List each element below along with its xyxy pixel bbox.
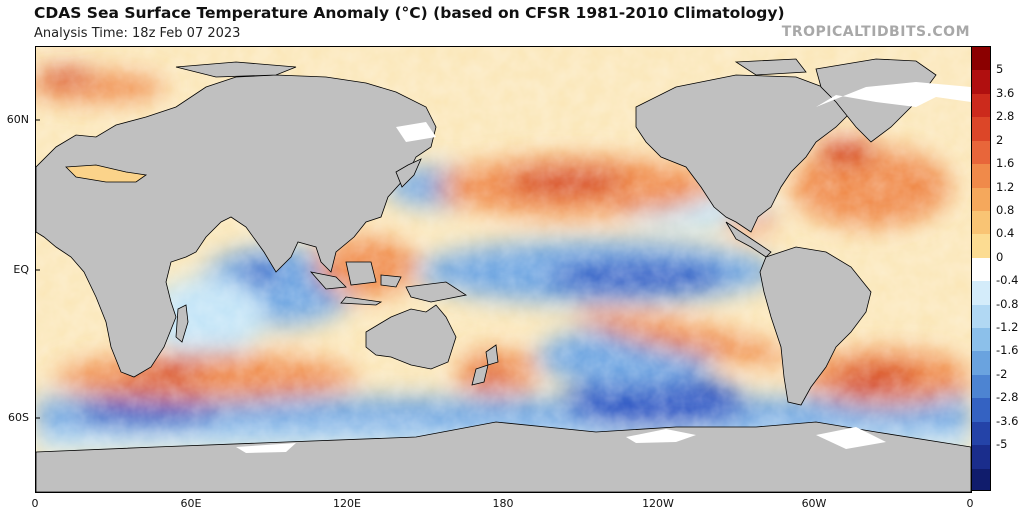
- colorbar-segment: [972, 210, 990, 235]
- south-america: [759, 246, 872, 406]
- colorbar-segment: [972, 374, 990, 399]
- colorbar-label: 1.2: [996, 179, 1015, 194]
- colorbar-segment: [972, 117, 990, 142]
- sst-anomaly-map: [35, 46, 972, 493]
- colorbar-segment: [972, 445, 990, 470]
- mediterranean-sea: [65, 164, 148, 183]
- lon-label-120e: 120E: [333, 497, 361, 510]
- colorbar-label: -1.2: [996, 320, 1019, 335]
- colorbar-segment: [972, 421, 990, 446]
- colorbar-segment: [972, 257, 990, 282]
- lon-label-180: 180: [492, 497, 514, 510]
- analysis-time: Analysis Time: 18z Feb 07 2023: [34, 26, 241, 41]
- lon-label-60e: 60E: [180, 497, 202, 510]
- colorbar-segment: [972, 234, 990, 259]
- colorbar-segment: [972, 164, 990, 188]
- colorbar-label: 2.8: [996, 109, 1015, 124]
- lon-label-0-east: 0: [966, 497, 974, 510]
- colorbar-segment: [972, 281, 990, 306]
- lat-label-eq: EQ: [13, 263, 29, 276]
- colorbar-label: -2: [996, 366, 1008, 381]
- colorbar-segment: [972, 304, 990, 329]
- chart-title: CDAS Sea Surface Temperature Anomaly (°C…: [34, 4, 785, 22]
- madagascar: [175, 304, 189, 343]
- colorbar-segment: [972, 70, 990, 95]
- sea-ice: [236, 82, 971, 453]
- arctic-islands: [175, 58, 807, 78]
- lon-label-60w: 60W: [801, 497, 827, 510]
- colorbar-label: 3.6: [996, 85, 1015, 100]
- australia: [365, 304, 457, 370]
- brand-watermark: TROPICALTIDBITS.COM: [781, 24, 970, 40]
- colorbar-label: 1.6: [996, 156, 1015, 171]
- japan: [395, 158, 422, 188]
- lat-ticks: [36, 119, 40, 419]
- lon-label-120w: 120W: [642, 497, 674, 510]
- new-zealand: [471, 344, 499, 386]
- colorbar-label: -1.6: [996, 343, 1019, 358]
- lat-label-60s: 60S: [8, 411, 29, 424]
- colorbar-label: 0.4: [996, 226, 1015, 241]
- land: [36, 58, 971, 492]
- lat-label-60n: 60N: [6, 113, 29, 126]
- colorbar-label: 2: [996, 132, 1004, 147]
- colorbar-label: 0: [996, 249, 1004, 264]
- colorbar-segment: [972, 93, 990, 118]
- colorbar-segment: [972, 468, 990, 490]
- central-america: [725, 221, 772, 258]
- colorbar: [971, 46, 991, 491]
- colorbar-label: 0.8: [996, 202, 1015, 217]
- colorbar-segment: [972, 328, 990, 352]
- colorbar-label: -0.4: [996, 273, 1019, 288]
- colorbar-segment: [972, 398, 990, 423]
- colorbar-label: -3.6: [996, 413, 1019, 428]
- colorbar-label: -0.8: [996, 296, 1019, 311]
- map-svg: [36, 47, 971, 492]
- colorbar-segment: [972, 187, 990, 212]
- colorbar-segment: [972, 47, 990, 71]
- maritime-continent: [309, 261, 468, 306]
- colorbar-label: -5: [996, 437, 1008, 452]
- colorbar-segment: [972, 351, 990, 376]
- antarctica: [36, 421, 971, 492]
- colorbar-segment: [972, 140, 990, 165]
- colorbar-label: 5: [996, 62, 1004, 77]
- colorbar-label: -2.8: [996, 390, 1019, 405]
- lon-label-0: 0: [31, 497, 39, 510]
